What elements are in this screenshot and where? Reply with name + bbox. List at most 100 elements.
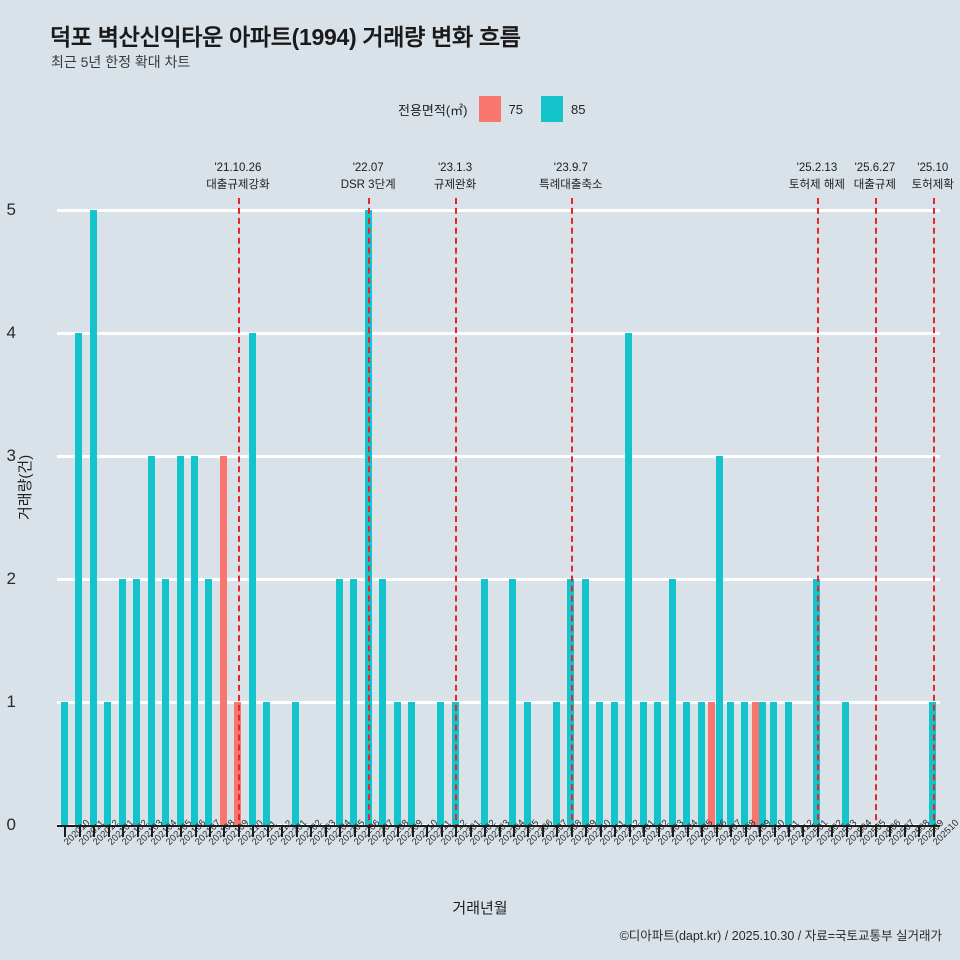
bar-85	[60, 702, 68, 825]
bar-85	[104, 702, 112, 825]
event-description: 대출규제강화	[206, 178, 270, 191]
event-date: '23.1.3	[437, 162, 473, 174]
event-line	[932, 198, 935, 830]
bar-85	[89, 210, 97, 825]
event-label: '25.2.13 토허제 해제	[789, 160, 845, 193]
legend-swatch-75	[478, 96, 501, 122]
bar-85	[162, 579, 170, 825]
x-tick	[252, 825, 255, 837]
event-date: '25.6.27	[854, 162, 896, 174]
event-label: '23.9.7 특례대출축소	[539, 160, 602, 193]
x-tick	[266, 825, 269, 837]
legend-label-85: 85	[570, 101, 586, 117]
bar-85	[683, 702, 691, 825]
bar-85	[759, 702, 767, 825]
bar-85	[552, 702, 560, 825]
x-tick	[845, 825, 848, 837]
event-description: DSR 3단계	[340, 178, 396, 191]
bar-85	[697, 702, 705, 825]
bar-85	[408, 702, 416, 825]
bar-85	[191, 456, 199, 825]
x-tick	[469, 825, 472, 837]
page-title: 덕포 벽산신익타운 아파트(1994) 거래량 변화 흐름	[50, 24, 521, 50]
bar-85	[581, 579, 589, 825]
x-tick	[599, 825, 602, 837]
x-tick	[353, 825, 356, 837]
x-tick	[310, 825, 313, 837]
bar-85	[639, 702, 647, 825]
x-tick	[223, 825, 226, 837]
y-tick-label: 4	[6, 323, 16, 342]
x-axis-title: 거래년월	[452, 900, 508, 917]
x-tick	[151, 825, 154, 837]
bar-85	[292, 702, 300, 825]
bar-85	[610, 702, 618, 825]
event-date: '21.10.26	[214, 162, 262, 174]
x-tick	[715, 825, 718, 837]
x-tick	[672, 825, 675, 837]
gridline	[57, 208, 940, 212]
event-description: 특례대출축소	[539, 178, 603, 191]
bar-85	[263, 702, 271, 825]
bar-85	[625, 333, 633, 825]
y-tick-label: 0	[6, 815, 16, 834]
x-tick	[730, 825, 733, 837]
bar-85	[726, 702, 734, 825]
x-tick	[686, 825, 689, 837]
gridline	[57, 700, 940, 704]
event-description: 토허제 해제	[788, 178, 846, 191]
event-line	[570, 198, 573, 830]
legend: 전용면적(㎡) 75 85	[398, 96, 595, 122]
page-subtitle: 최근 5년 한정 확대 차트	[51, 54, 191, 70]
x-tick	[889, 825, 892, 837]
x-tick	[122, 825, 125, 837]
event-label: '21.10.26 대출규제강화	[206, 160, 269, 193]
bar-85	[133, 579, 141, 825]
x-tick	[180, 825, 183, 837]
event-description: 대출규제	[853, 178, 897, 191]
x-tick	[295, 825, 298, 837]
x-tick	[918, 825, 921, 837]
event-description: 규제완화	[433, 178, 477, 191]
x-tick	[397, 825, 400, 837]
bar-85	[770, 702, 778, 825]
event-label: '25.6.27 대출규제	[854, 160, 896, 193]
x-tick	[860, 825, 863, 837]
bar-75	[708, 702, 716, 825]
event-line	[368, 198, 371, 830]
event-date: '25.10	[917, 162, 949, 174]
x-tick	[136, 825, 139, 837]
bar-85	[379, 579, 387, 825]
legend-title: 전용면적(㎡)	[398, 102, 468, 118]
x-tick	[339, 825, 342, 837]
x-tick	[701, 825, 704, 837]
x-tick	[932, 825, 935, 837]
bar-85	[147, 456, 155, 825]
x-tick	[281, 825, 284, 837]
y-axis-title: 거래량(건)	[17, 454, 34, 520]
gridline	[57, 331, 940, 335]
x-tick	[527, 825, 530, 837]
x-tick	[426, 825, 429, 837]
event-label: '23.1.3 규제완화	[434, 160, 476, 193]
event-date: '23.9.7	[553, 162, 588, 174]
event-date: '25.2.13	[796, 162, 838, 174]
x-tick	[64, 825, 67, 837]
x-tick	[816, 825, 819, 837]
x-tick	[165, 825, 168, 837]
x-tick	[903, 825, 906, 837]
x-tick	[107, 825, 110, 837]
x-tick	[657, 825, 660, 837]
x-tick	[773, 825, 776, 837]
event-line	[874, 198, 877, 830]
x-tick	[208, 825, 211, 837]
event-label: '25.10 토허제확	[912, 160, 954, 193]
x-tick	[78, 825, 81, 837]
x-tick	[194, 825, 197, 837]
x-tick	[570, 825, 573, 837]
bar-85	[176, 456, 184, 825]
event-label: '22.07 DSR 3단계	[341, 160, 396, 193]
bar-85	[523, 702, 531, 825]
x-tick	[614, 825, 617, 837]
